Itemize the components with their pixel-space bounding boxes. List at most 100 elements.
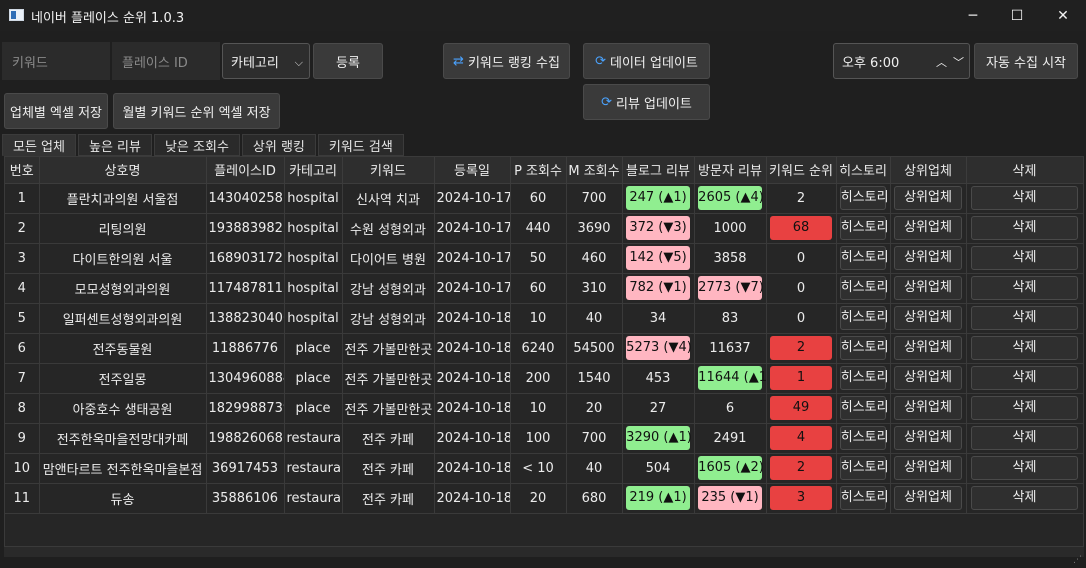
top-companies-button[interactable]: 상위업체 xyxy=(894,366,962,390)
table-row[interactable]: 4 모모성형외과의원 1174878112 hospital 강남 성형외과 2024-1… xyxy=(5,273,1083,304)
close-icon[interactable]: ✕ xyxy=(1057,7,1069,24)
delete-button[interactable]: 삭제 xyxy=(971,276,1078,300)
delete-button[interactable]: 삭제 xyxy=(971,216,1078,240)
top-companies-button[interactable]: 상위업체 xyxy=(894,426,962,450)
header-no[interactable]: 번호 xyxy=(5,157,40,184)
keyword-rank-button[interactable]: ⇄ 키워드 랭킹 수집 xyxy=(443,43,570,79)
cell-place-id: 1388230406 xyxy=(206,303,285,334)
history-button[interactable]: 히스토리 xyxy=(839,246,889,270)
cell-blog-review: 219 (▲1) xyxy=(622,483,695,514)
delete-button[interactable]: 삭제 xyxy=(971,186,1078,210)
place-id-input[interactable]: 플레이스 ID xyxy=(112,42,220,80)
header-place-id[interactable]: 플레이스ID xyxy=(206,157,285,184)
history-button[interactable]: 히스토리 xyxy=(839,306,889,330)
history-button[interactable]: 히스토리 xyxy=(839,276,889,300)
table-row[interactable]: 6 전주동물원 11886776 place 전주 가볼만한곳 2024-10-18 624… xyxy=(5,333,1083,364)
header-keyword[interactable]: 키워드 xyxy=(342,157,435,184)
table-row[interactable]: 9전주한옥마을전망대카페1988260686restaurant전주 카페202… xyxy=(5,423,1083,454)
category-select[interactable]: 카테고리 ⌵ xyxy=(222,43,310,79)
cell-no: 10 xyxy=(5,453,40,484)
minimize-icon[interactable]: ─ xyxy=(968,7,978,24)
delete-button[interactable]: 삭제 xyxy=(971,366,1078,390)
cell-keyword-rank: 2 xyxy=(766,183,837,214)
table-row[interactable]: 3 다이트한의원 서울 1689031723 hospital 다이어트 병원 2024-… xyxy=(5,243,1083,274)
maximize-icon[interactable]: ☐ xyxy=(1010,7,1024,24)
delete-button[interactable]: 삭제 xyxy=(971,246,1078,270)
cell-visitor-review: 1605 (▲2) xyxy=(694,453,767,484)
top-companies-button[interactable]: 상위업체 xyxy=(894,216,962,240)
tab-high-review[interactable]: 높은 리뷰 xyxy=(77,134,152,156)
top-companies-button-cell: 상위업체 xyxy=(890,393,967,424)
header-blog-review[interactable]: 블로그 리뷰 xyxy=(622,157,695,184)
auto-collect-button[interactable]: 자동 수집 시작 xyxy=(974,43,1078,79)
table-row[interactable]: 11듀송35886106restaurant전주 카페2024-10-18206… xyxy=(5,483,1083,514)
review-update-label: 리뷰 업데이트 xyxy=(616,96,692,112)
cell-visitor-review-value: 2491 xyxy=(713,430,747,446)
header-name[interactable]: 상호명 xyxy=(39,157,207,184)
cell-category: place xyxy=(284,363,343,394)
table-row[interactable]: 5 일퍼센트성형외과의원 1388230406 hospital 강남 성형외과 2024… xyxy=(5,303,1083,334)
cell-category: restaurant xyxy=(284,483,343,514)
top-companies-button-cell: 상위업체 xyxy=(890,423,967,454)
header-top[interactable]: 상위업체 xyxy=(890,157,967,184)
header-category[interactable]: 카테고리 xyxy=(284,157,343,184)
header-p-views[interactable]: P 조회수 xyxy=(510,157,567,184)
delete-button[interactable]: 삭제 xyxy=(971,336,1078,360)
cell-visitor-review: 6 xyxy=(694,393,767,424)
cell-keyword: 전주 카페 xyxy=(342,453,435,484)
delete-button[interactable]: 삭제 xyxy=(971,456,1078,480)
tab-low-views[interactable]: 낮은 조회수 xyxy=(153,134,240,156)
top-companies-button-cell: 상위업체 xyxy=(890,363,967,394)
table-row[interactable]: 1 플란치과의원 서울점 1430402581 hospital 신사역 치과 2024-… xyxy=(5,183,1083,214)
history-button[interactable]: 히스토리 xyxy=(839,216,889,240)
tab-top-rank[interactable]: 상위 랭킹 xyxy=(241,134,316,156)
top-companies-button[interactable]: 상위업체 xyxy=(894,336,962,360)
history-button[interactable]: 히스토리 xyxy=(839,336,889,360)
tab-keyword-search[interactable]: 키워드 검색 xyxy=(317,134,404,156)
data-update-label: 데이터 업데이트 xyxy=(610,55,698,71)
delete-button[interactable]: 삭제 xyxy=(971,306,1078,330)
header-keyword-rank[interactable]: 키워드 순위 xyxy=(766,157,837,184)
data-update-button[interactable]: ⟳ 데이터 업데이트 xyxy=(583,43,710,79)
top-companies-button[interactable]: 상위업체 xyxy=(894,246,962,270)
cell-date: 2024-10-18 xyxy=(434,303,511,334)
history-button[interactable]: 히스토리 xyxy=(839,186,889,210)
history-button[interactable]: 히스토리 xyxy=(839,426,889,450)
horizontal-scrollbar[interactable] xyxy=(4,547,1084,557)
cell-blog-review-value: 5273 (▼4) xyxy=(626,336,692,360)
chevron-up-icon[interactable]: ︿ xyxy=(936,56,947,69)
table-row[interactable]: 8 아중호수 생태공원 1829988739 place 전주 가볼만한곳 2024-10… xyxy=(5,393,1083,424)
tab-all[interactable]: 모든 업체 xyxy=(2,134,76,156)
delete-button[interactable]: 삭제 xyxy=(971,486,1078,510)
export-by-company-button[interactable]: 업체별 엑셀 저장 xyxy=(4,93,108,129)
cell-blog-review: 372 (▼3) xyxy=(622,213,695,244)
cell-blog-review: 453 xyxy=(622,363,695,394)
top-companies-button[interactable]: 상위업체 xyxy=(894,396,962,420)
header-visitor-review[interactable]: 방문자 리뷰 xyxy=(694,157,767,184)
header-m-views[interactable]: M 조회수 xyxy=(566,157,623,184)
top-companies-button[interactable]: 상위업체 xyxy=(894,306,962,330)
export-monthly-button[interactable]: 월별 키워드 순위 엑셀 저장 xyxy=(113,93,280,129)
table-row[interactable]: 2 리팅의원 1938839822 hospital 수원 성형외과 2024-10-17… xyxy=(5,213,1083,244)
keyword-input[interactable]: 키워드 xyxy=(2,42,110,80)
history-button[interactable]: 히스토리 xyxy=(839,456,889,480)
time-picker[interactable]: 오후 6:00 ︿ ﹀ xyxy=(833,43,970,79)
delete-button[interactable]: 삭제 xyxy=(971,396,1078,420)
history-button[interactable]: 히스토리 xyxy=(839,486,889,510)
top-companies-button[interactable]: 상위업체 xyxy=(894,456,962,480)
top-companies-button[interactable]: 상위업체 xyxy=(894,276,962,300)
history-button[interactable]: 히스토리 xyxy=(839,396,889,420)
top-companies-button[interactable]: 상위업체 xyxy=(894,186,962,210)
history-button[interactable]: 히스토리 xyxy=(839,366,889,390)
delete-button[interactable]: 삭제 xyxy=(971,426,1078,450)
table-row[interactable]: 7 전주일몽 1304960884 place 전주 가볼만한곳 2024-10-18 20… xyxy=(5,363,1083,394)
chevron-down-icon[interactable]: ﹀ xyxy=(953,56,964,69)
resize-grip-icon[interactable]: ⋰ xyxy=(1073,555,1082,565)
header-date[interactable]: 등록일 xyxy=(434,157,511,184)
review-update-button[interactable]: ⟳ 리뷰 업데이트 xyxy=(583,84,710,120)
header-delete[interactable]: 삭제 xyxy=(966,157,1083,184)
register-button[interactable]: 등록 xyxy=(313,43,383,79)
header-history[interactable]: 히스토리 xyxy=(836,157,891,184)
top-companies-button[interactable]: 상위업체 xyxy=(894,486,962,510)
